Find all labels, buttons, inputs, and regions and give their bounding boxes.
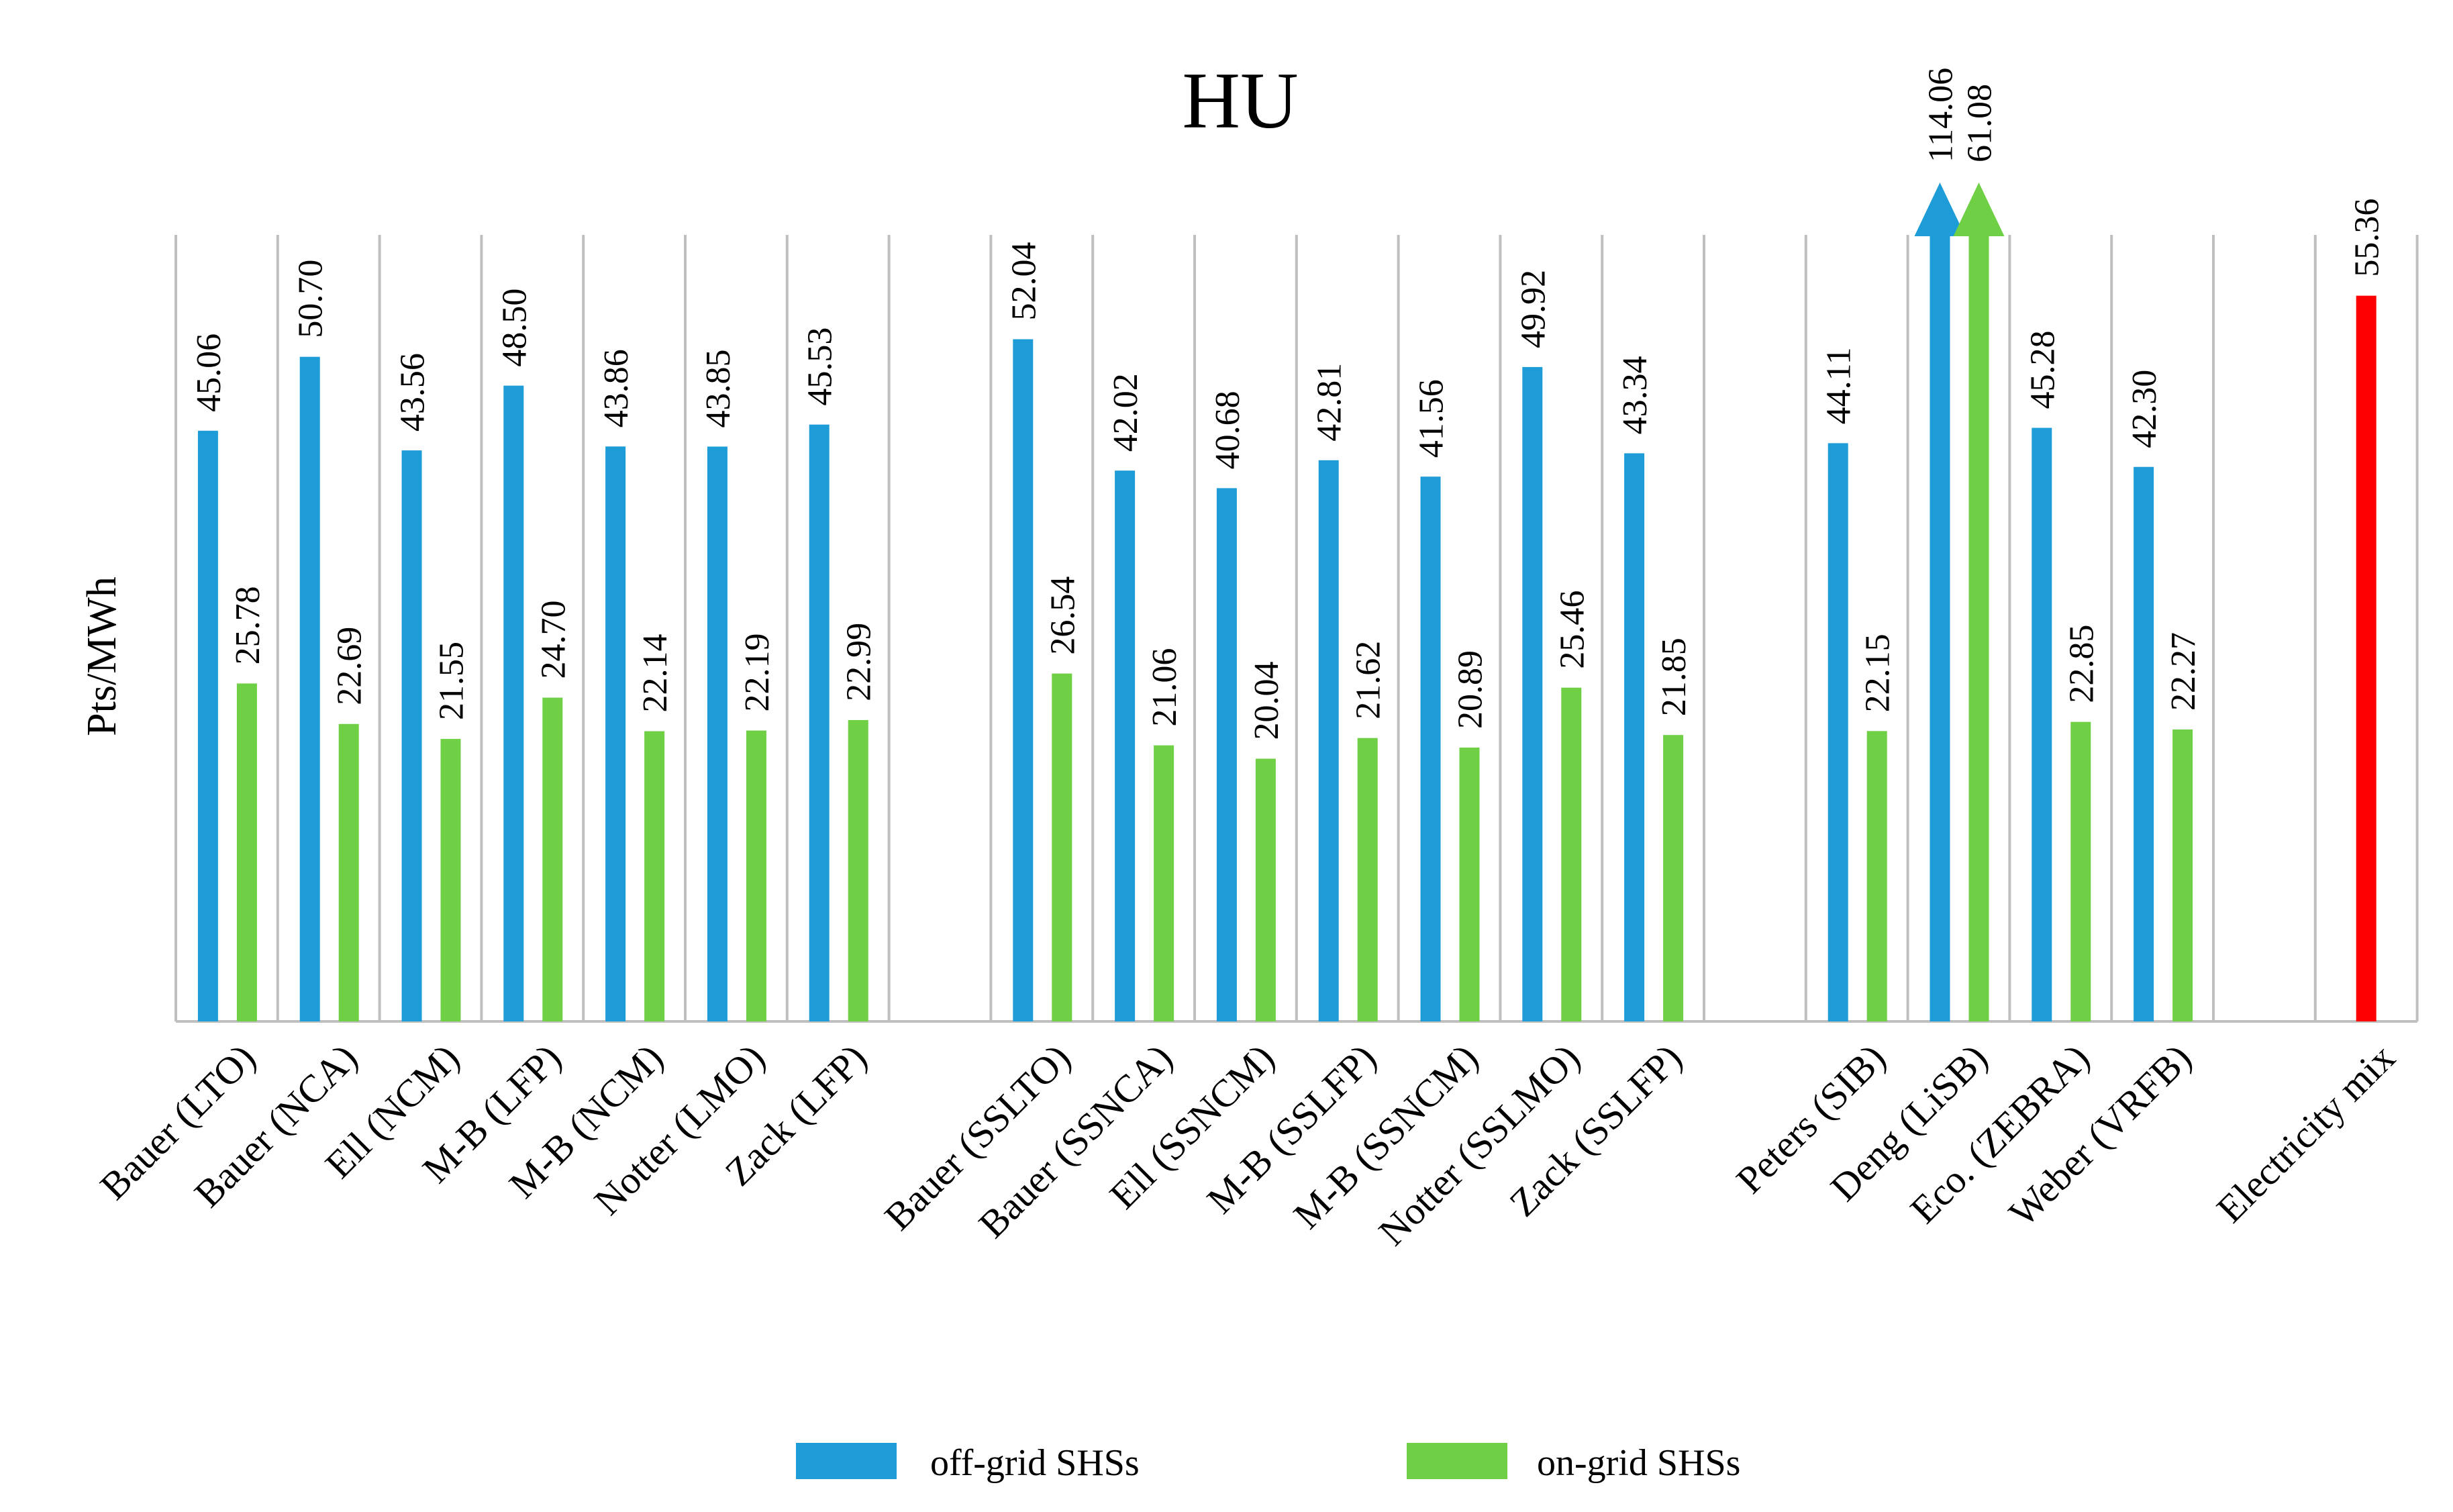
- value-label-on-grid: 22.15: [1859, 634, 1897, 712]
- value-label-off-grid: 42.02: [1107, 373, 1145, 452]
- value-label-off-grid: 49.92: [1514, 270, 1552, 348]
- bar-off-grid: [809, 424, 830, 1021]
- value-label-on-grid: 22.69: [331, 627, 369, 705]
- bar-on-grid: [440, 739, 461, 1021]
- value-label-off-grid: 48.50: [495, 289, 534, 367]
- value-label-off-grid: 43.56: [394, 353, 432, 432]
- bar-on-grid: [2172, 729, 2193, 1021]
- bar-off-grid: [605, 446, 626, 1021]
- value-label-off-grid: 43.85: [699, 349, 738, 427]
- value-label-on-grid: 25.78: [229, 586, 267, 664]
- value-label-on-grid: 24.70: [534, 601, 572, 679]
- bar-on-grid: [542, 697, 563, 1021]
- bar-on-grid: [1154, 745, 1174, 1021]
- value-label-off-grid: 44.11: [1820, 347, 1858, 424]
- bar-off-grid: [1930, 235, 1950, 1021]
- bar-off-grid: [503, 385, 524, 1021]
- legend-label-on-grid: on-grid SHSs: [1537, 1442, 1740, 1484]
- bar-on-grid: [2070, 721, 2091, 1021]
- bar-on-grid: [644, 731, 665, 1021]
- category-labels: Bauer (LTO)Bauer (NCA)Ell (NCM)M-B (LFP)…: [91, 1036, 2403, 1254]
- bar-off-grid: [1828, 443, 1848, 1021]
- bar-off-grid: [401, 450, 422, 1021]
- value-label-off-grid: 42.81: [1311, 363, 1349, 442]
- x-tick-label: Eco. (ZEBRA): [1902, 1036, 2098, 1231]
- value-label-electricity-mix: 55.36: [2348, 199, 2387, 277]
- value-label-on-grid: 21.62: [1350, 641, 1388, 719]
- chart-title: HU: [1182, 56, 1298, 145]
- bar-off-grid: [1013, 339, 1034, 1021]
- bar-off-grid: [707, 446, 728, 1021]
- legend: off-grid SHSs on-grid SHSs: [796, 1442, 1740, 1484]
- value-label-off-grid: 45.06: [190, 334, 228, 412]
- bar-on-grid: [1255, 758, 1276, 1021]
- overflow-arrow-on-grid: [1953, 183, 2005, 236]
- bar-on-grid: [1052, 673, 1072, 1021]
- value-label-on-grid: 22.99: [840, 623, 879, 701]
- value-label-on-grid: 61.08: [1961, 84, 1999, 162]
- bar-on-grid: [848, 719, 868, 1021]
- value-label-on-grid: 26.54: [1044, 576, 1082, 655]
- bar-on-grid: [1968, 235, 1989, 1021]
- value-label-off-grid: 43.86: [597, 349, 636, 427]
- value-label-on-grid: 25.46: [1553, 591, 1591, 669]
- bar-on-grid: [746, 730, 766, 1021]
- bar-on-grid: [1561, 687, 1582, 1021]
- value-label-off-grid: 45.53: [801, 327, 840, 406]
- value-label-on-grid: 20.04: [1248, 662, 1286, 740]
- legend-label-off-grid: off-grid SHSs: [930, 1442, 1140, 1484]
- y-axis-label: Pts/MWh: [79, 576, 125, 736]
- bar-on-grid: [236, 683, 257, 1021]
- value-label-on-grid: 22.27: [2164, 632, 2203, 711]
- value-label-on-grid: 22.85: [2062, 625, 2101, 703]
- bar-on-grid: [1663, 735, 1684, 1021]
- bar-off-grid: [197, 430, 218, 1021]
- value-label-off-grid: 43.34: [1616, 356, 1654, 434]
- legend-swatch-off-grid: [796, 1443, 897, 1479]
- value-label-off-grid: 52.04: [1005, 242, 1043, 320]
- bar-off-grid: [1216, 488, 1237, 1021]
- bar-off-grid: [1318, 460, 1339, 1021]
- value-label-off-grid: 41.56: [1413, 379, 1451, 458]
- bar-on-grid: [1866, 731, 1887, 1021]
- x-tick-label: Electricity mix: [2208, 1036, 2403, 1231]
- legend-swatch-on-grid: [1407, 1443, 1507, 1479]
- bar-off-grid: [2032, 427, 2052, 1021]
- bars: [197, 183, 2376, 1022]
- value-label-on-grid: 22.14: [636, 634, 674, 713]
- value-label-on-grid: 21.06: [1146, 648, 1184, 727]
- value-label-off-grid: 42.30: [2125, 370, 2164, 448]
- bar-electricity-mix: [2356, 295, 2376, 1022]
- bar-off-grid: [2134, 466, 2154, 1021]
- bar-off-grid: [1115, 470, 1136, 1021]
- value-label-off-grid: 45.28: [2023, 331, 2062, 409]
- bar-off-grid: [1522, 366, 1543, 1021]
- value-label-off-grid: 114.06: [1922, 68, 1960, 162]
- bar-on-grid: [1357, 738, 1378, 1021]
- bar-on-grid: [1459, 747, 1480, 1021]
- x-tick-label: Weber (VRFB): [2001, 1036, 2200, 1235]
- value-label-on-grid: 21.55: [433, 642, 471, 720]
- bar-on-grid: [338, 723, 359, 1021]
- value-label-on-grid: 20.89: [1452, 650, 1490, 729]
- bar-off-grid: [299, 356, 320, 1021]
- value-labels: 45.06 25.78 50.70 22.69 43.56 21.55 48.50 24.70…: [190, 68, 2387, 740]
- overflow-arrow-off-grid: [1914, 183, 1966, 236]
- value-label-on-grid: 22.19: [738, 634, 777, 712]
- bar-off-grid: [1420, 476, 1441, 1021]
- value-label-off-grid: 50.70: [292, 260, 330, 338]
- value-label-on-grid: 21.85: [1655, 638, 1693, 716]
- separators: [174, 235, 2419, 1021]
- bar-off-grid: [1624, 453, 1645, 1021]
- value-label-off-grid: 40.68: [1209, 391, 1247, 469]
